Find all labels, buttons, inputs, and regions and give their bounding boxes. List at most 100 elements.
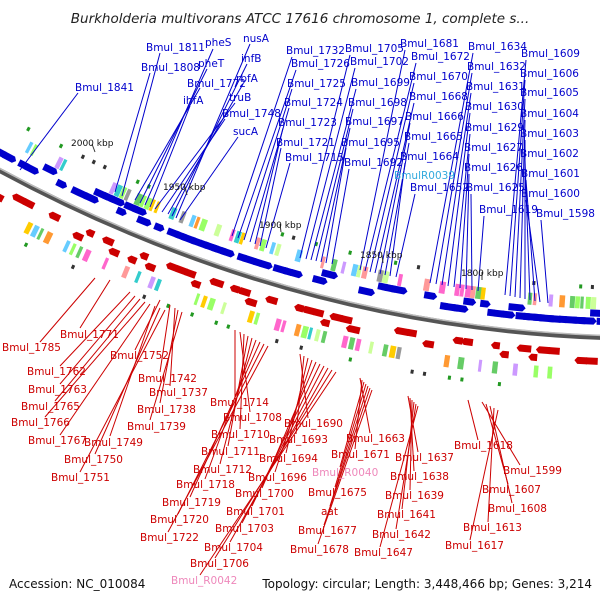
gene-label: Bmul_1638 [390, 471, 449, 483]
cog-block [147, 276, 156, 289]
gene-label: Bmul_1692 [344, 157, 403, 169]
gene-label: Bmul_1671 [331, 449, 390, 461]
label-connector [299, 54, 351, 259]
reverse-gene [301, 305, 316, 316]
cog-block [188, 214, 197, 228]
label-connector [317, 389, 373, 545]
label-connector [334, 383, 367, 488]
feature-mark [590, 284, 594, 290]
label-connector [525, 179, 536, 302]
cog-block [42, 231, 54, 245]
cog-block [81, 248, 92, 263]
gene-label: Bmul_1724 [284, 97, 343, 109]
feature-mark [274, 338, 279, 344]
forward-gene [108, 194, 125, 207]
label-connector [467, 399, 479, 441]
label-connector [435, 72, 473, 285]
reverse-gene [490, 341, 501, 350]
cog-block [368, 341, 375, 354]
label-connector [39, 277, 96, 343]
cog-block [376, 269, 385, 283]
cog-block [443, 354, 451, 368]
cog-block [480, 287, 486, 300]
reverse-gene [244, 297, 258, 308]
gene-label: Bmul_1723 [278, 117, 337, 129]
cog-block [36, 227, 45, 241]
gene-label: Bmul_1751 [51, 472, 110, 484]
label-connector [149, 311, 183, 421]
gene-label: Bmul_1712 [193, 464, 252, 476]
gene-label-rna: BmulR0039 [394, 170, 455, 182]
scale-tick-2000: 2000 kbp [71, 139, 114, 149]
gene-label: Bmul_1750 [64, 454, 123, 466]
cog-block [253, 312, 261, 325]
label-connector [199, 371, 337, 576]
gene-label: Bmul_1642 [372, 529, 431, 541]
cog-block [143, 196, 153, 211]
feature-mark [447, 375, 452, 380]
gene-label: Bmul_1738 [137, 404, 196, 416]
cog-block [569, 295, 576, 309]
label-connector [121, 52, 161, 197]
feature-mark [422, 371, 427, 377]
reverse-gene [461, 337, 474, 347]
reverse-gene [127, 255, 138, 265]
cog-block [381, 270, 390, 284]
cog-block [153, 278, 162, 292]
gene-label: aat [321, 506, 338, 518]
gene-label: Bmul_1714 [210, 397, 269, 409]
forward-gene [258, 259, 273, 270]
gene-label: Bmul_1641 [377, 509, 436, 521]
label-connector [447, 112, 471, 287]
forward-gene [462, 297, 477, 306]
cog-block [454, 283, 461, 297]
gene-label: Bmul_1668 [409, 91, 468, 103]
scale-tick-1950: 1950 kbp [163, 183, 206, 193]
gene-label: Bmul_1772 [187, 78, 246, 90]
reverse-gene [229, 284, 241, 294]
cog-block [422, 278, 431, 292]
reverse-gene [139, 251, 150, 261]
label-connector [59, 295, 136, 385]
label-connector [409, 397, 415, 472]
reverse-gene [209, 277, 225, 289]
label-connector [44, 301, 146, 418]
label-connector [254, 127, 284, 245]
cog-block [547, 366, 553, 379]
cog-colored-track [23, 141, 597, 379]
label-connector [504, 59, 527, 296]
reverse-gene [311, 308, 325, 318]
label-connector [323, 387, 371, 526]
gene-label: Bmul_1601 [521, 168, 580, 180]
gene-label: Bmul_1710 [211, 429, 270, 441]
label-connector [379, 405, 419, 548]
feature-mark [393, 260, 398, 266]
gene-label: Bmul_1739 [127, 421, 186, 433]
gene-label: Bmul_1626 [464, 162, 523, 174]
cog-block [253, 237, 262, 250]
gene-label: Bmul_1765 [21, 401, 80, 413]
scale-tick-1900: 1900 kbp [259, 221, 302, 231]
cog-block [354, 338, 362, 352]
cog-block [360, 266, 369, 280]
cog-block [62, 240, 71, 253]
feature-mark [26, 126, 31, 132]
gene-label: Bmul_1599 [503, 465, 562, 477]
forward-gene [579, 317, 597, 325]
label-connector [265, 162, 291, 249]
reverse-gene [72, 231, 85, 242]
gene-label: Bmul_1771 [60, 329, 119, 341]
label-connector [79, 279, 111, 329]
label-connector [79, 309, 166, 473]
reverse-gene [108, 247, 121, 258]
cog-block [133, 192, 144, 207]
gene-label: Bmul_1698 [348, 97, 407, 109]
cog-block [108, 182, 118, 195]
label-connector [470, 193, 473, 291]
gene-label: Bmul_1841 [75, 82, 134, 94]
forward-gene [115, 206, 127, 217]
reverse-gene [190, 279, 202, 289]
gene-label: Bmul_1632 [467, 61, 526, 73]
gene-label: Bmul_1763 [28, 384, 87, 396]
cog-block [269, 241, 277, 255]
